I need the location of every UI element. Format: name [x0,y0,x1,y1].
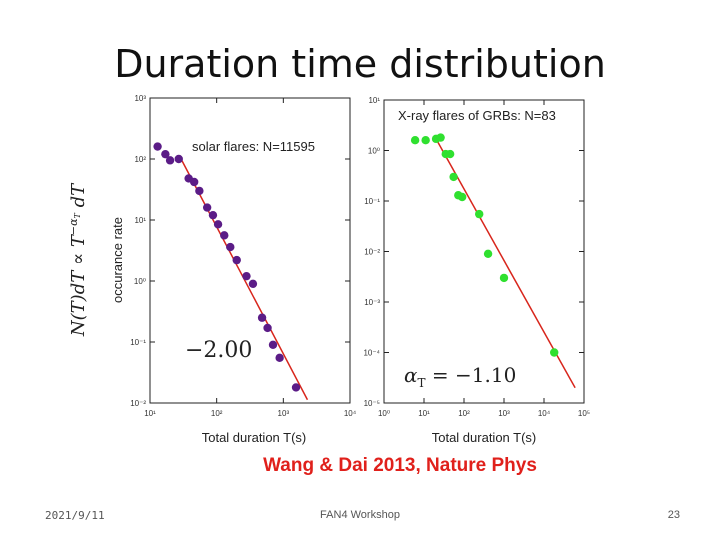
footer-page-number: 23 [667,509,680,521]
citation: Wang & Dai 2013, Nature Phys [263,455,537,476]
grb-data-point [550,348,559,357]
grb-y-tick-label: 10⁻⁴ [363,349,380,358]
grb-data-point [436,133,445,142]
grb-data-point [499,273,509,283]
solar-slope-annotation: −2.00 [185,338,252,363]
solar-data-point [202,203,212,212]
solar-legend: solar flares: N=11595 [192,139,315,154]
grb-y-tick-label: 10⁻² [364,248,380,257]
solar-data-point [208,210,218,220]
solar-tick-marks [149,97,351,404]
solar-y-tick-labels: 10⁻² 10⁻¹ 10⁰ 10¹ 10² 10³ [130,94,146,408]
solar-data-point [232,255,241,265]
grb-data-point [483,249,493,259]
grb-x-tick-label: 10² [458,409,470,418]
grb-fit-line-segment [435,138,576,389]
solar-y-label: occurance rate [110,217,125,303]
grb-data-points [410,133,559,357]
solar-data-point [275,353,284,363]
grb-plot-frame [383,99,585,404]
solar-data-point [226,242,235,252]
solar-data-point [242,271,251,281]
solar-data-point [248,279,258,288]
grb-x-tick-label: 10⁰ [378,409,390,418]
solar-y-tick-label: 10⁰ [134,277,146,286]
grb-data-point [457,192,467,202]
solar-fit-line-segment [181,160,309,401]
grb-y-tick-label: 10⁻¹ [364,197,380,206]
grb-x-label: Total duration T(s) [432,430,537,445]
grb-legend: X-ray flares of GRBs: N=83 [398,108,556,123]
solar-data-point [161,149,170,159]
solar-data-point [213,220,223,229]
grb-x-tick-label: 10¹ [418,409,430,418]
grb-data-point [445,149,455,159]
solar-x-label: Total duration T(s) [202,430,307,445]
grb-y-tick-label: 10¹ [368,96,380,105]
grb-x-tick-labels: 10⁰ 10¹ 10² 10³ 10⁴ 10⁵ [378,409,590,418]
grb-y-tick-labels: 10⁻⁵ 10⁻⁴ 10⁻³ 10⁻² 10⁻¹ 10⁰ 10¹ [363,96,380,408]
grb-flare-panel: 10⁰ 10¹ 10² 10³ 10⁴ 10⁵ 10⁻⁵10⁻⁴10⁻³10⁻²10⁻¹1… [363,96,590,445]
footer-event: FAN4 Workshop [320,509,400,521]
grb-data-point [421,135,430,145]
solar-y-tick-label: 10² [134,155,146,164]
slide-title: Duration time distribution [114,42,606,86]
solar-data-point [165,156,175,165]
solar-x-tick-label: 10³ [278,409,290,418]
grb-x-tick-label: 10³ [498,409,510,418]
grb-x-tick-label: 10⁵ [578,409,590,418]
grb-data-point [410,135,420,145]
solar-data-point [263,323,272,333]
solar-y-tick-label: 10¹ [134,216,146,225]
solar-x-tick-label: 10² [211,409,223,418]
solar-data-point [257,313,267,322]
solar-data-point [268,340,278,349]
solar-x-tick-labels: 10¹ 10² 10³ 10⁴ [144,409,357,418]
grb-data-point [475,209,484,219]
solar-data-points [153,142,301,392]
grb-y-tick-label: 10⁻⁵ [364,399,380,408]
solar-y-tick-label: 10⁻² [130,399,146,408]
solar-data-point [174,154,183,164]
grb-slope-annotation: αT = −1.10 [404,363,516,390]
side-formula: N(T)dT ∝ T−αT dT [67,182,89,337]
grb-y-tick-label: 10⁰ [368,147,380,156]
solar-x-tick-label: 10¹ [144,409,156,418]
grb-fit-line [435,138,576,389]
grb-x-tick-label: 10⁴ [538,409,551,418]
solar-plot-frame [149,97,351,404]
grb-data-point [449,172,458,182]
solar-data-point [153,142,162,151]
solar-data-point [220,231,229,240]
solar-data-point [291,383,301,392]
solar-y-tick-label: 10³ [134,94,146,103]
solar-data-point [189,177,199,187]
footer-date: 2021/9/11 [45,509,105,522]
solar-data-point [195,186,204,196]
solar-flare-panel: 10¹ 10² 10³ 10⁴ 10⁻² 10⁻¹ 10⁰ 10¹ 10² 10³ solar … [110,94,357,445]
grb-tick-marks [383,99,585,404]
solar-x-tick-label: 10⁴ [344,409,357,418]
solar-y-tick-label: 10⁻¹ [130,338,146,347]
solar-fit-line [181,160,309,401]
grb-y-tick-label: 10⁻³ [364,298,380,307]
